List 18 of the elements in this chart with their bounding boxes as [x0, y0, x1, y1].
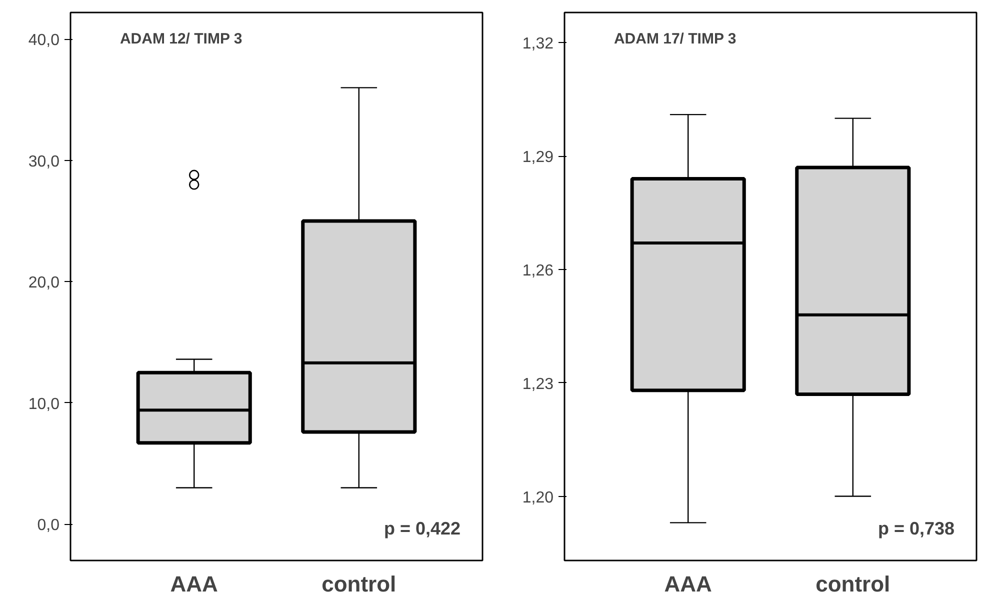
annotation: p = 0,422 — [384, 518, 461, 538]
y-tick-label: 1,20 — [522, 489, 554, 506]
y-tick-label: 1,32 — [522, 36, 554, 53]
x-tick-label: AAA — [170, 572, 218, 596]
annotation: p = 0,738 — [878, 518, 955, 538]
x-tick-label: AAA — [664, 572, 712, 596]
text: ADAM 12/ TIMP 3 — [120, 30, 242, 48]
y-tick-label: 10,0 — [28, 396, 60, 413]
x-tick-label: control — [816, 572, 890, 596]
y-tick-label: 40,0 — [28, 32, 60, 50]
y-tick-label: 20,0 — [28, 274, 60, 292]
text: ADAM 17/ TIMP 3 — [614, 30, 736, 48]
y-tick-label: 0,0 — [37, 517, 60, 534]
y-tick-label: 1,26 — [522, 262, 554, 280]
x-tick-label: control — [322, 572, 396, 596]
y-tick-label: 1,23 — [522, 376, 554, 393]
y-tick-label: 30,0 — [28, 153, 60, 170]
y-tick-label: 1,29 — [522, 149, 554, 166]
